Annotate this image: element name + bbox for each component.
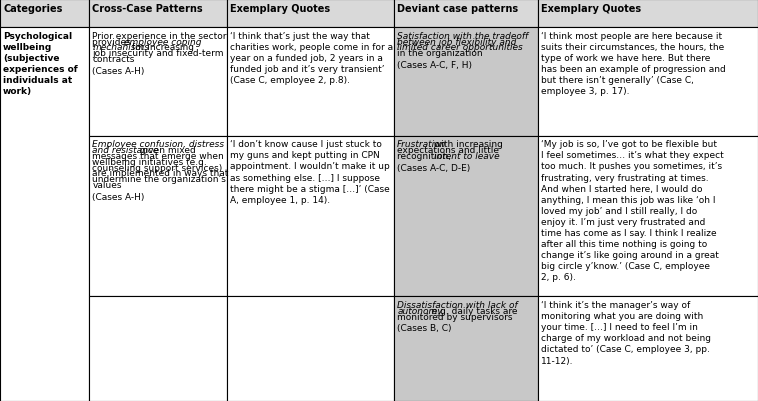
Bar: [0, 0, 89, 28]
Bar: [538, 136, 758, 297]
Bar: [538, 28, 758, 136]
Bar: [89, 28, 227, 136]
Text: ‘My job is so, I’ve got to be flexible but
I feel sometimes… it’s what they expe: ‘My job is so, I’ve got to be flexible b…: [541, 140, 724, 282]
Text: provides: provides: [92, 38, 134, 47]
Text: , e.g. daily tasks are: , e.g. daily tasks are: [426, 306, 518, 315]
Text: Psychological
wellbeing
(subjective
experiences of
individuals at
work): Psychological wellbeing (subjective expe…: [3, 32, 78, 96]
Text: wellbeing initiatives (e.g.: wellbeing initiatives (e.g.: [92, 158, 207, 166]
Text: are implemented in ways that: are implemented in ways that: [92, 169, 229, 178]
Text: (Cases A-H): (Cases A-H): [92, 192, 145, 201]
Bar: [538, 0, 758, 28]
Text: and resistance: and resistance: [92, 146, 159, 155]
Text: job insecurity and fixed-term: job insecurity and fixed-term: [92, 49, 224, 58]
Text: (Cases A-C, F, H): (Cases A-C, F, H): [397, 61, 472, 70]
Text: Frustration: Frustration: [397, 140, 446, 149]
Bar: [227, 297, 394, 401]
Bar: [394, 28, 538, 136]
Text: with increasing: with increasing: [431, 140, 503, 149]
Text: for increasing: for increasing: [129, 43, 194, 52]
Text: Deviant case patterns: Deviant case patterns: [397, 4, 518, 14]
Text: between job flexibility and: between job flexibility and: [397, 38, 516, 47]
Bar: [0, 28, 89, 401]
Text: ‘I don’t know cause I just stuck to
my guns and kept putting in CPN
appointment.: ‘I don’t know cause I just stuck to my g…: [230, 140, 390, 204]
Text: given mixed: given mixed: [137, 146, 196, 155]
Text: (Cases A-H): (Cases A-H): [92, 67, 145, 75]
Text: in the organization: in the organization: [397, 49, 483, 58]
Text: Satisfaction with the tradeoff: Satisfaction with the tradeoff: [397, 32, 528, 41]
Text: (Cases B, C): (Cases B, C): [397, 324, 452, 332]
Bar: [394, 136, 538, 297]
Text: intent to leave: intent to leave: [434, 152, 500, 160]
Text: Dissatisfaction with lack of: Dissatisfaction with lack of: [397, 300, 518, 309]
Bar: [538, 297, 758, 401]
Bar: [227, 28, 394, 136]
Text: (Cases A-C, D-E): (Cases A-C, D-E): [397, 163, 471, 172]
Text: recognition;: recognition;: [397, 152, 454, 160]
Bar: [394, 0, 538, 28]
Bar: [227, 136, 394, 297]
Text: contracts: contracts: [92, 55, 135, 64]
Text: mechanisms: mechanisms: [92, 43, 149, 52]
Text: Categories: Categories: [3, 4, 62, 14]
Bar: [89, 297, 227, 401]
Text: ‘I think most people are here because it
suits their circumstances, the hours, t: ‘I think most people are here because it…: [541, 32, 726, 96]
Text: values: values: [92, 181, 122, 190]
Text: monitored by supervisors: monitored by supervisors: [397, 312, 512, 321]
Text: Exemplary Quotes: Exemplary Quotes: [541, 4, 641, 14]
Bar: [227, 0, 394, 28]
Text: Cross-Case Patterns: Cross-Case Patterns: [92, 4, 203, 14]
Text: autonomy: autonomy: [397, 306, 443, 315]
Text: undermine the organization’s: undermine the organization’s: [92, 175, 227, 184]
Bar: [89, 136, 227, 297]
Bar: [394, 297, 538, 401]
Text: ‘I think it’s the manager’s way of
monitoring what you are doing with
your time.: ‘I think it’s the manager’s way of monit…: [541, 300, 711, 365]
Text: Prior experience in the sector: Prior experience in the sector: [92, 32, 227, 41]
Text: counseling support services): counseling support services): [92, 163, 223, 172]
Text: expectations and little: expectations and little: [397, 146, 500, 155]
Text: messages that emerge when: messages that emerge when: [92, 152, 224, 160]
Text: Exemplary Quotes: Exemplary Quotes: [230, 4, 330, 14]
Text: Employee confusion, distress: Employee confusion, distress: [92, 140, 224, 149]
Text: limited career opportunities: limited career opportunities: [397, 43, 523, 52]
Text: ‘I think that’s just the way that
charities work, people come in for a
year on a: ‘I think that’s just the way that charit…: [230, 32, 393, 85]
Text: employee coping: employee coping: [124, 38, 202, 47]
Bar: [89, 0, 227, 28]
